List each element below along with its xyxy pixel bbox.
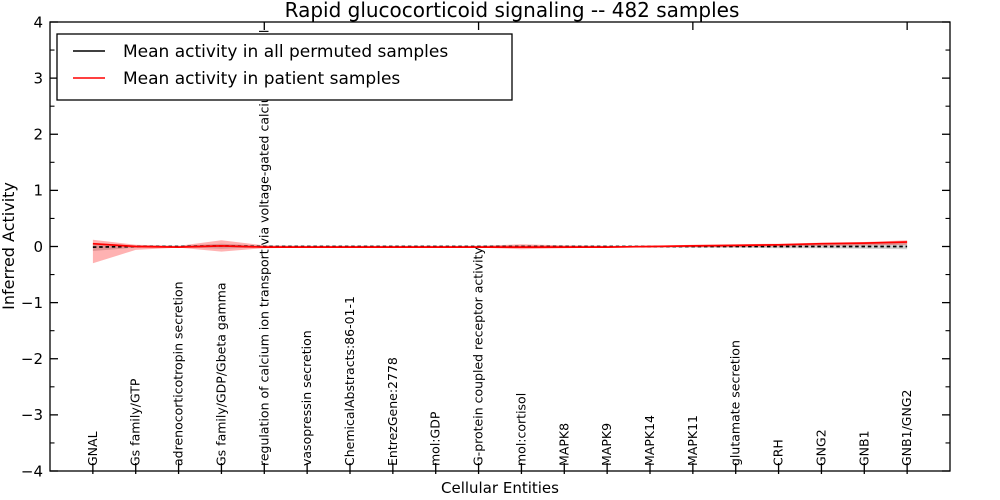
y-tick-label: −3 bbox=[21, 406, 43, 424]
x-tick-label: GNAL bbox=[85, 431, 100, 466]
x-axis-label: Cellular Entities bbox=[441, 479, 559, 497]
x-tick-label: regulation of calcium ion transport via … bbox=[256, 30, 271, 466]
x-tick-label: Gs family/GDP/Gbeta gamma bbox=[213, 283, 228, 466]
y-tick-label: −2 bbox=[21, 350, 43, 368]
axes-frame-layer bbox=[49, 21, 951, 474]
x-tick-label: mol:GDP bbox=[428, 411, 443, 466]
x-tick-label: GNB1 bbox=[856, 430, 871, 466]
y-axis-label: Inferred Activity bbox=[0, 182, 18, 310]
y-tick-label: 4 bbox=[33, 13, 43, 31]
chart-title: Rapid glucocorticoid signaling -- 482 sa… bbox=[285, 0, 740, 22]
x-tick-label: GNB1/GNG2 bbox=[899, 390, 914, 466]
x-tick-label: MAPK9 bbox=[599, 423, 614, 466]
y-tick-label: −4 bbox=[21, 462, 43, 480]
y-tick-label: 1 bbox=[33, 182, 43, 200]
x-tick-label: vasopressin secretion bbox=[299, 330, 314, 466]
y-tick-label: 3 bbox=[33, 69, 43, 87]
x-tick-label: MAPK11 bbox=[685, 415, 700, 466]
legend-box bbox=[56, 33, 513, 101]
y-tick-label: −1 bbox=[21, 294, 43, 312]
legend-label-patient: Mean activity in patient samples bbox=[123, 69, 400, 89]
x-tick-label: mol:cortisol bbox=[513, 393, 528, 466]
x-tick-label: glutamate secretion bbox=[728, 340, 743, 466]
series-patient-line bbox=[92, 241, 908, 248]
x-tick-label: Gs family/GTP bbox=[128, 378, 143, 466]
x-tick-label: MAPK14 bbox=[642, 415, 657, 466]
x-tick-label: CRH bbox=[771, 439, 786, 466]
x-tick-label: adrenocorticotropin secretion bbox=[171, 281, 186, 466]
legend-label-permuted: Mean activity in all permuted samples bbox=[123, 42, 448, 62]
series-layer bbox=[92, 241, 908, 248]
legend: Mean activity in all permuted samples Me… bbox=[56, 33, 513, 101]
y-tick-label-layer: 4 3 2 1 0 −1 −2 −3 −4 bbox=[21, 13, 43, 480]
x-tick-label: EntrezGene:2778 bbox=[385, 357, 400, 466]
permuted-samples-std-band bbox=[92, 241, 908, 251]
patient-samples-std-band bbox=[92, 239, 908, 264]
x-tick-label-layer: GNAL Gs family/GTP adrenocorticotropin sec… bbox=[85, 30, 914, 466]
band-layer bbox=[92, 239, 908, 264]
y-tick-label: 2 bbox=[33, 126, 43, 144]
x-tick-label: ChemicalAbstracts:86-01-1 bbox=[342, 296, 357, 466]
x-tick-label: GNG2 bbox=[813, 429, 828, 466]
y-tick-label: 0 bbox=[33, 238, 43, 256]
x-tick-label: G-protein coupled receptor activity bbox=[471, 247, 486, 466]
x-tick-label: MAPK8 bbox=[556, 423, 571, 466]
